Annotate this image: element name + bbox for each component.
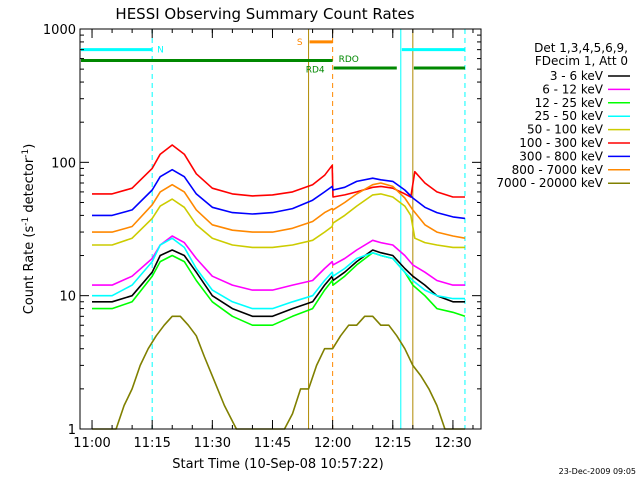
footer-timestamp: 23-Dec-2009 09:05 <box>559 467 636 476</box>
x-tick-label: 12:00 <box>314 436 351 451</box>
series-line-7 <box>92 182 466 239</box>
plot-area: N S RD4 RDO <box>79 29 466 430</box>
x-tick-label: 12:15 <box>374 436 411 451</box>
legend-header-line-2: FDecim 1, Att 0 <box>535 54 628 68</box>
series-line-5 <box>92 144 465 198</box>
series-line-6 <box>92 168 466 220</box>
plot-frame <box>79 28 482 430</box>
legend-label-1: 6 - 12 keV <box>542 82 604 96</box>
series-line-8 <box>92 315 465 430</box>
band-label-s: S <box>297 38 303 48</box>
series-line-2 <box>92 251 466 327</box>
x-tick-label: 11:00 <box>73 436 110 451</box>
y-tick-label: 10 <box>59 290 76 305</box>
legend-label-8: 7000 - 20000 keV <box>496 176 603 190</box>
legend-label-2: 12 - 25 keV <box>535 96 604 110</box>
y-tick-label: 1000 <box>43 23 76 38</box>
band-label-n: N <box>157 46 164 56</box>
y-axis-label: Count Rate (s-1 detector-1) <box>21 144 37 315</box>
y-tick-label: 100 <box>51 156 76 171</box>
legend-label-4: 50 - 100 keV <box>527 123 604 137</box>
x-axis-label: Start Time (10-Sep-08 10:57:22) <box>172 457 383 472</box>
band-label-rd4: RD4 <box>306 66 325 76</box>
x-tick-label: 11:45 <box>254 436 291 451</box>
axes: 1 10 100 1000 11:00 11:15 11:30 11:45 12:00 12:15… <box>43 23 482 451</box>
legend-label-5: 100 - 300 keV <box>519 136 603 150</box>
legend-header-line-1: Det 1,3,4,5,6,9, <box>534 41 628 55</box>
chart-title: HESSI Observing Summary Count Rates <box>115 5 414 23</box>
legend-label-0: 3 - 6 keV <box>550 69 604 83</box>
series-line-4 <box>92 193 465 249</box>
legend-label-6: 300 - 800 keV <box>519 149 603 163</box>
x-tick-label: 11:30 <box>194 436 231 451</box>
series-line-1 <box>92 235 465 291</box>
y-tick-label: 1 <box>68 423 76 438</box>
legend-label-3: 25 - 50 keV <box>535 109 604 123</box>
x-tick-label: 12:30 <box>434 436 471 451</box>
x-tick-label: 11:15 <box>133 436 170 451</box>
legend-label-7: 800 - 7000 keV <box>512 163 604 177</box>
band-label-rdo: RDO <box>339 55 359 65</box>
series-line-0 <box>92 249 465 318</box>
series-line-3 <box>92 237 465 310</box>
legend: Det 1,3,4,5,6,9, FDecim 1, Att 0 3 - 6 k… <box>496 41 630 190</box>
